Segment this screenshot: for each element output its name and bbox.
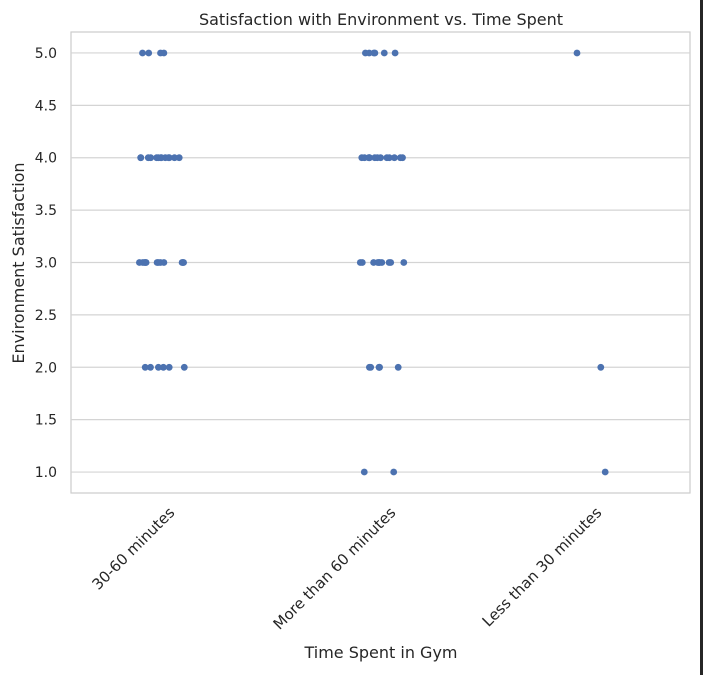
data-point: [160, 363, 167, 371]
x-tick-label: More than 60 minutes: [270, 503, 400, 633]
data-point: [142, 259, 150, 266]
data-point: [360, 468, 368, 476]
data-points: [136, 49, 609, 476]
x-tick-labels: 30-60 minutes More than 60 minutes Less th…: [88, 503, 605, 633]
data-point: [385, 154, 393, 162]
y-tick-label: 1.0: [35, 465, 57, 481]
data-point: [141, 363, 149, 371]
data-point: [371, 49, 379, 57]
x-tick-label: 30-60 minutes: [88, 503, 178, 593]
data-point: [394, 363, 402, 371]
data-point: [356, 259, 364, 266]
y-tick-labels: 1.0 1.5 2.0 2.5 3.0 3.5 4.0 4.5 5.0: [35, 46, 57, 481]
chart-title: Satisfaction with Environment vs. Time S…: [199, 10, 563, 29]
data-point: [390, 468, 398, 476]
data-point: [380, 49, 388, 57]
y-axis-label: Environment Satisfaction: [9, 162, 28, 363]
data-point: [601, 468, 609, 476]
y-tick-label: 4.0: [35, 151, 57, 167]
data-point: [391, 49, 399, 57]
y-tick-label: 4.5: [35, 98, 57, 114]
y-tick-label: 3.5: [35, 203, 57, 219]
y-tick-label: 2.5: [35, 308, 57, 324]
data-point: [378, 259, 386, 266]
data-point: [391, 154, 398, 162]
y-tick-label: 2.0: [35, 360, 57, 376]
data-point: [597, 363, 605, 371]
data-point: [397, 154, 404, 162]
data-point: [165, 154, 173, 162]
gridlines: [71, 52, 690, 473]
data-point: [175, 154, 183, 162]
data-point: [147, 363, 154, 371]
data-point: [370, 259, 377, 266]
window-edge: [700, 0, 703, 675]
y-tick-label: 1.5: [35, 413, 57, 429]
data-point: [375, 363, 383, 371]
data-point: [366, 363, 373, 371]
data-point: [362, 49, 369, 57]
y-tick-label: 5.0: [35, 46, 57, 62]
data-point: [157, 154, 165, 162]
y-tick-label: 3.0: [35, 256, 57, 272]
data-point: [365, 154, 373, 162]
data-point: [155, 363, 162, 371]
data-point: [144, 154, 152, 162]
data-point: [153, 259, 161, 266]
data-point: [160, 49, 168, 57]
data-point: [400, 259, 408, 266]
data-point: [171, 154, 178, 162]
data-point: [179, 259, 187, 266]
data-point: [573, 49, 581, 57]
data-point: [145, 49, 153, 57]
x-axis-label: Time Spent in Gym: [303, 643, 457, 662]
data-point: [137, 154, 145, 162]
data-point: [373, 154, 381, 162]
data-point: [139, 49, 146, 57]
x-tick-label: Less than 30 minutes: [479, 503, 606, 630]
data-point: [385, 259, 393, 266]
data-point: [180, 363, 188, 371]
data-point: [165, 363, 173, 371]
